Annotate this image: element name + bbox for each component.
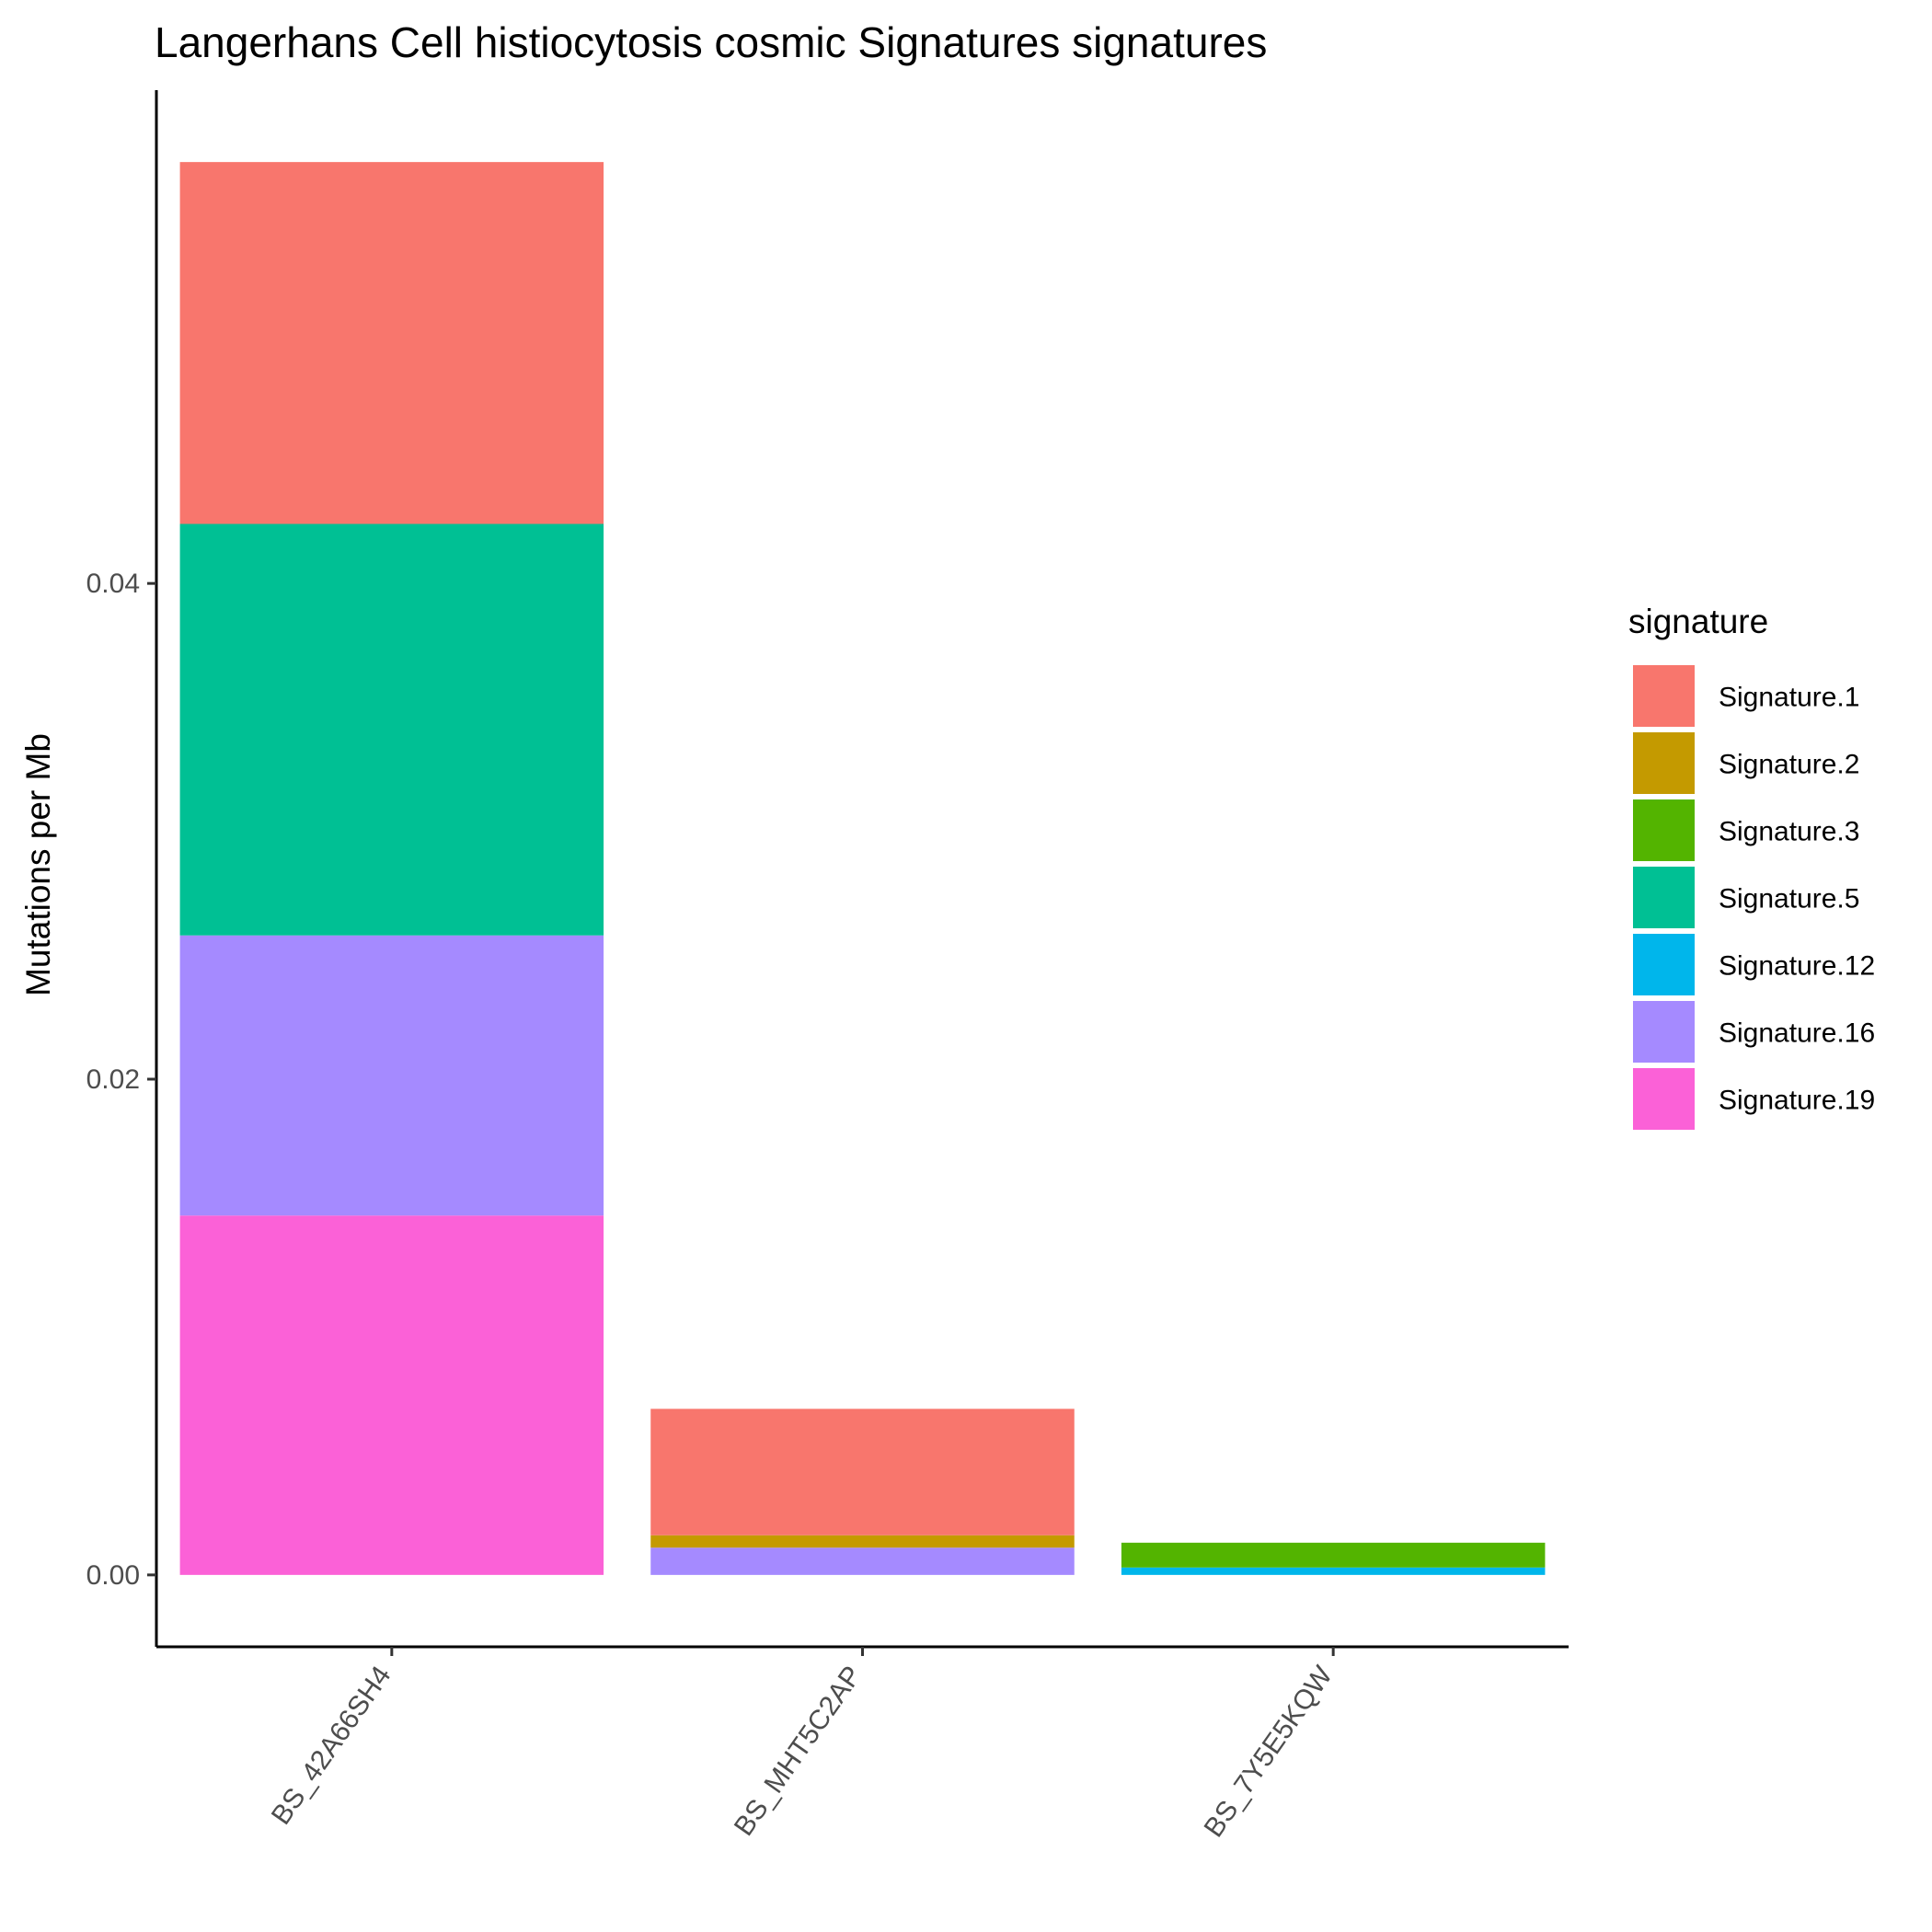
legend-key-signature-2 [1633,732,1695,794]
legend-key-signature-16 [1633,1001,1695,1063]
bar-bs-mht5c2ap-signature-16 [650,1547,1075,1575]
legend-entries: Signature.1 Signature.2 Signature.3 Signatu… [1633,665,1875,1130]
legend-entry-signature-19: Signature.19 [1633,1068,1875,1130]
chart-title: Langerhans Cell histiocytosis cosmic Sig… [155,18,1267,66]
bar-bs-7y5e5kqw-signature-12 [1121,1567,1546,1575]
bar-bs-42a66sh4-signature-19 [179,1215,604,1575]
y-tick-label: 0.04 [86,569,140,599]
legend-key-signature-3 [1633,799,1695,861]
bar-bs-42a66sh4-signature-1 [179,162,604,524]
legend-entry-signature-12: Signature.12 [1633,934,1875,995]
legend-key-signature-1 [1633,665,1695,727]
legend-key-signature-19 [1633,1068,1695,1130]
legend-entry-signature-2: Signature.2 [1633,732,1859,794]
x-tick-label: BS_42A66SH4 [266,1661,397,1830]
legend-entry-signature-16: Signature.16 [1633,1001,1875,1063]
bar-bs-42a66sh4-signature-16 [179,935,604,1216]
y-axis-label: Mutations per Mb [19,733,57,996]
legend-entry-signature-1: Signature.1 [1633,665,1859,727]
bar-bs-7y5e5kqw-signature-3 [1121,1542,1546,1568]
x-tick-label: BS_MHT5C2AP [729,1661,868,1841]
bar-bs-mht5c2ap-signature-2 [650,1535,1075,1548]
y-axis: 0.00 0.02 0.04 [86,90,158,1647]
bar-bs-mht5c2ap-signature-1 [650,1409,1075,1535]
legend-label: Signature.2 [1719,750,1859,780]
legend-label: Signature.5 [1719,884,1859,914]
legend-label: Signature.12 [1719,951,1875,982]
legend-title: signature [1628,603,1768,640]
legend-label: Signature.16 [1719,1018,1875,1049]
legend-key-signature-5 [1633,867,1695,928]
legend-label: Signature.3 [1719,817,1859,847]
x-axis: BS_42A66SH4 BS_MHT5C2AP BS_7Y5E5KQW [156,1645,1569,1843]
x-tick-label: BS_7Y5E5KQW [1199,1661,1340,1843]
legend-entry-signature-3: Signature.3 [1633,799,1859,861]
legend-entry-signature-5: Signature.5 [1633,867,1859,928]
bar-bs-42a66sh4-signature-5 [179,523,604,936]
legend-label: Signature.19 [1719,1086,1875,1116]
legend-key-signature-12 [1633,934,1695,995]
plot-area [179,162,1546,1575]
y-tick-label: 0.02 [86,1064,140,1095]
y-tick-label: 0.00 [86,1560,140,1591]
legend: signature Signature.1Signature.2Signatur… [1628,603,1875,1130]
legend-label: Signature.1 [1719,683,1859,713]
